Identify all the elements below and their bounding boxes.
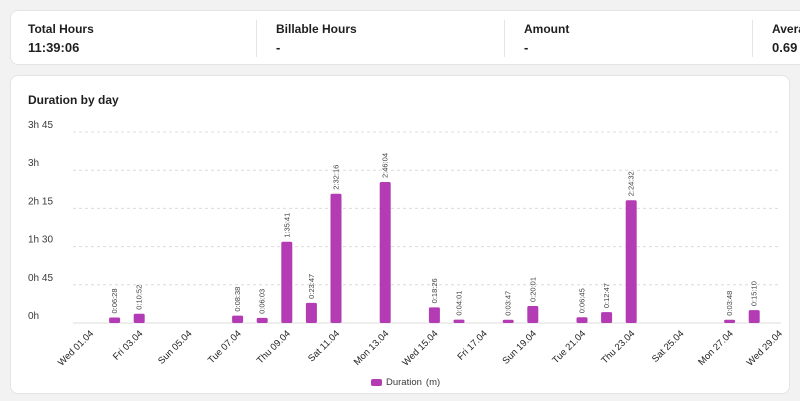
bar-21.04 xyxy=(576,317,588,323)
stat-label: Amount xyxy=(524,22,570,36)
chart-title: Duration by day xyxy=(28,93,119,107)
legend-swatch xyxy=(371,379,382,386)
bar-07.04 xyxy=(232,315,244,323)
stat-divider xyxy=(256,20,257,57)
stat-divider xyxy=(504,20,505,57)
stat-label: Averag xyxy=(772,22,800,36)
bar-value-label: 2:24:32 xyxy=(627,171,636,196)
bar-value-label: 0:12:47 xyxy=(602,283,611,308)
bar-value-label: 0:23:47 xyxy=(307,274,316,299)
bar-03.04 xyxy=(133,313,145,323)
x-tick-label: Sun 19.04 xyxy=(501,328,539,366)
bar-28.04 xyxy=(748,310,760,323)
x-tick-label: Wed 01.04 xyxy=(56,328,96,368)
x-tick-label: Thu 09.04 xyxy=(255,328,293,366)
bar-27.04 xyxy=(724,319,736,323)
stat-value: 0.69 xyxy=(772,40,798,55)
x-tick-label: Tue 21.04 xyxy=(550,328,588,366)
bar-16.04 xyxy=(453,319,465,323)
duration-bar-chart: 0h 0h 45 1h 30 2h 15 3h 3h 45 0:06:28 0:10:52 0:… xyxy=(28,120,785,368)
bar-18.04 xyxy=(502,319,514,323)
bar-value-label: 0:08:38 xyxy=(233,287,242,312)
stat-divider xyxy=(752,20,753,57)
bar-value-label: 0:10:52 xyxy=(135,285,144,310)
bar-22.04 xyxy=(601,312,613,323)
bar-11.04 xyxy=(330,193,342,323)
y-tick-label: 0h 45 xyxy=(28,273,53,284)
bar-02.04 xyxy=(109,317,121,323)
bar-value-label: 0:06:03 xyxy=(258,289,267,314)
bar-value-label: 0:06:28 xyxy=(110,288,119,313)
bar-19.04 xyxy=(527,306,539,323)
x-tick-label: Mon 27.04 xyxy=(696,328,736,368)
bar-08.04 xyxy=(256,317,268,323)
x-tick-label: Thu 23.04 xyxy=(599,328,637,366)
x-tick-label: Mon 13.04 xyxy=(352,328,392,368)
legend-unit: (m) xyxy=(425,377,441,388)
duration-chart-card: Duration by day 0h 0h 45 1h 30 2h 15 3h 3h 45… xyxy=(10,75,790,394)
x-tick-label: Sun 05.04 xyxy=(156,328,194,366)
bar-value-label: 0:15:10 xyxy=(750,281,759,306)
x-tick-label: Tue 07.04 xyxy=(206,328,244,366)
bar-value-label: 2:32:16 xyxy=(332,165,341,190)
legend-label: Duration xyxy=(386,377,422,388)
bar-13.04 xyxy=(379,182,391,323)
x-tick-label: Wed 15.04 xyxy=(400,328,440,368)
bar-value-label: 2:46:04 xyxy=(381,153,390,178)
bar-value-label: 1:35:41 xyxy=(282,213,291,238)
y-tick-label: 2h 15 xyxy=(28,196,53,207)
stat-value: 11:39:06 xyxy=(28,40,80,55)
bar-value-label: 0:03:48 xyxy=(725,291,734,316)
bar-value-label: 0:06:45 xyxy=(578,288,587,313)
bar-value-label: 0:20:01 xyxy=(528,277,537,302)
x-tick-label: Sat 11.04 xyxy=(306,328,342,364)
stats-panel: Total Hours 11:39:06 Billable Hours - Am… xyxy=(10,10,800,65)
y-tick-label: 0h xyxy=(28,311,39,322)
bar-value-label: 0:18:26 xyxy=(430,278,439,303)
x-tick-label: Fri 17.04 xyxy=(455,328,489,362)
y-tick-label: 3h 45 xyxy=(28,120,53,131)
stat-label: Total Hours xyxy=(28,22,94,36)
x-tick-label: Wed 29.04 xyxy=(745,328,785,368)
bar-23.04 xyxy=(625,200,637,323)
bar-value-label: 0:04:01 xyxy=(455,291,464,316)
x-tick-label: Sat 25.04 xyxy=(650,328,687,365)
y-tick-label: 3h xyxy=(28,158,39,169)
stat-value: - xyxy=(524,40,529,55)
bar-value-label: 0:03:47 xyxy=(504,291,513,316)
stat-label: Billable Hours xyxy=(276,22,357,36)
bar-15.04 xyxy=(428,307,440,323)
bar-09.04 xyxy=(281,241,293,323)
bar-10.04 xyxy=(305,302,317,323)
y-tick-label: 1h 30 xyxy=(28,235,53,246)
x-tick-label: Fri 03.04 xyxy=(111,328,145,362)
chart-legend[interactable]: Duration (m) xyxy=(371,377,440,388)
stat-value: - xyxy=(276,40,281,55)
